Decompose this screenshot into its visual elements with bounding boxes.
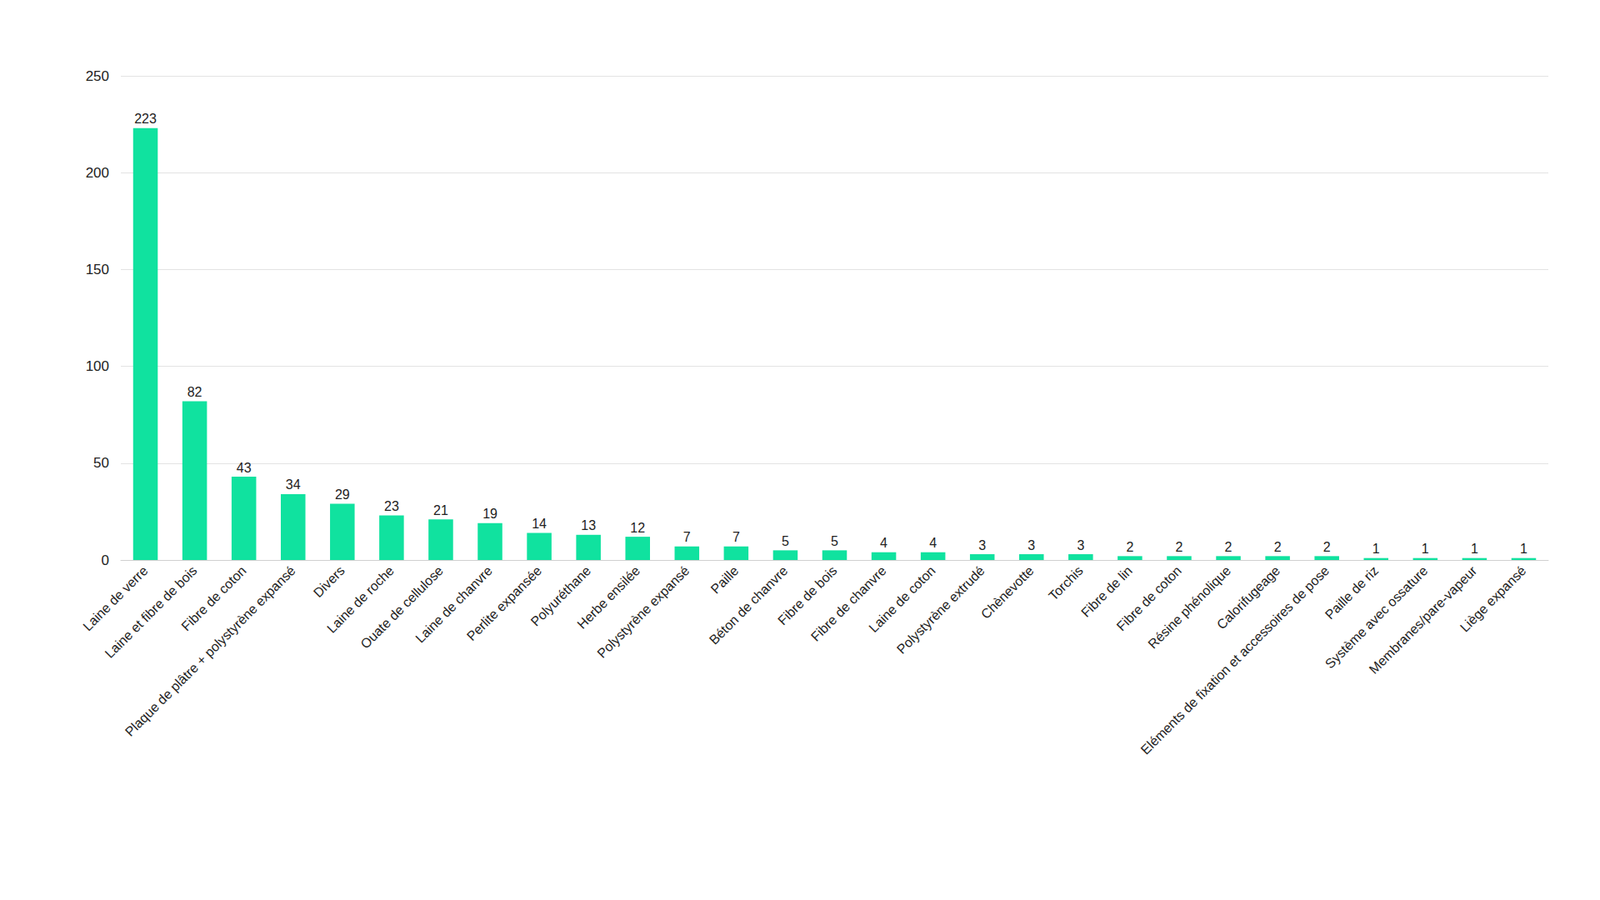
svg-text:250: 250 (85, 68, 110, 85)
svg-text:1: 1 (1421, 541, 1430, 556)
svg-text:Laine de roche: Laine de roche (324, 563, 397, 636)
svg-text:Fibre de coton: Fibre de coton (178, 563, 249, 634)
svg-text:Herbe ensilée: Herbe ensilée (574, 563, 643, 632)
svg-text:Ouate de cellulose: Ouate de cellulose (357, 563, 446, 652)
svg-text:Polyuréthane: Polyuréthane (527, 563, 594, 629)
svg-text:Paille: Paille (708, 563, 742, 597)
svg-text:3: 3 (1027, 538, 1035, 553)
svg-text:2: 2 (1125, 540, 1134, 555)
svg-text:Fibre de bois: Fibre de bois (775, 563, 840, 628)
svg-text:4: 4 (929, 535, 937, 550)
svg-text:Membranes/pare-vapeur: Membranes/pare-vapeur (1366, 563, 1480, 677)
svg-text:2: 2 (1225, 540, 1233, 555)
svg-text:Polystyrène expansé: Polystyrène expansé (594, 563, 692, 661)
svg-text:Liège expansé: Liège expansé (1457, 563, 1530, 635)
svg-text:Fibre de lin: Fibre de lin (1078, 563, 1135, 620)
svg-text:Polystyrène extrudé: Polystyrène extrudé (894, 563, 988, 657)
svg-text:13: 13 (580, 518, 596, 533)
svg-text:Fibre de chanvre: Fibre de chanvre (808, 563, 889, 644)
svg-text:82: 82 (187, 385, 203, 400)
svg-text:3: 3 (978, 538, 986, 553)
svg-text:5: 5 (830, 534, 839, 549)
svg-text:29: 29 (335, 487, 350, 502)
svg-text:7: 7 (732, 530, 740, 545)
svg-text:Laine et fibre de bois: Laine et fibre de bois (102, 563, 200, 661)
svg-text:1: 1 (1520, 541, 1528, 556)
svg-text:Système avec ossature: Système avec ossature (1322, 563, 1431, 672)
svg-text:Eléments de fixation et access: Eléments de fixation et accessoires de p… (1138, 563, 1333, 758)
svg-text:0: 0 (101, 552, 110, 569)
svg-text:1: 1 (1470, 541, 1479, 556)
svg-text:223: 223 (134, 111, 157, 126)
svg-text:Paille de riz: Paille de riz (1322, 563, 1382, 622)
svg-text:3: 3 (1076, 538, 1085, 553)
svg-text:34: 34 (285, 477, 301, 492)
svg-text:12: 12 (630, 520, 645, 535)
svg-text:50: 50 (93, 455, 110, 471)
svg-text:1: 1 (1372, 541, 1380, 556)
svg-text:Torchis: Torchis (1045, 563, 1086, 604)
svg-text:Laine de coton: Laine de coton (866, 563, 938, 636)
svg-text:Divers: Divers (310, 563, 348, 600)
svg-text:Chènevotte: Chènevotte (978, 563, 1037, 622)
svg-text:19: 19 (482, 506, 498, 521)
svg-text:100: 100 (85, 358, 110, 375)
svg-text:Fibre de coton: Fibre de coton (1113, 563, 1185, 634)
svg-text:200: 200 (85, 165, 110, 181)
svg-text:21: 21 (433, 503, 449, 518)
svg-text:23: 23 (384, 499, 400, 514)
svg-text:Perlite expansée: Perlite expansée (464, 563, 545, 644)
svg-text:4: 4 (880, 535, 888, 550)
svg-text:2: 2 (1274, 540, 1282, 555)
svg-text:2: 2 (1323, 540, 1331, 555)
svg-text:Calorifugeage: Calorifugeage (1213, 563, 1283, 632)
svg-text:150: 150 (85, 261, 110, 278)
svg-text:Béton de chanvre: Béton de chanvre (706, 563, 791, 648)
svg-text:7: 7 (683, 530, 691, 545)
svg-text:Laine de chanvre: Laine de chanvre (412, 563, 495, 646)
svg-text:Laine de verre: Laine de verre (80, 563, 151, 634)
svg-text:43: 43 (236, 460, 252, 475)
svg-text:Résine phénolique: Résine phénolique (1145, 563, 1234, 652)
svg-text:Plaque de plâtre + polystyrène: Plaque de plâtre + polystyrène expansé (122, 563, 299, 740)
svg-text:14: 14 (531, 516, 547, 531)
svg-text:2: 2 (1175, 540, 1184, 555)
svg-text:5: 5 (781, 534, 790, 549)
